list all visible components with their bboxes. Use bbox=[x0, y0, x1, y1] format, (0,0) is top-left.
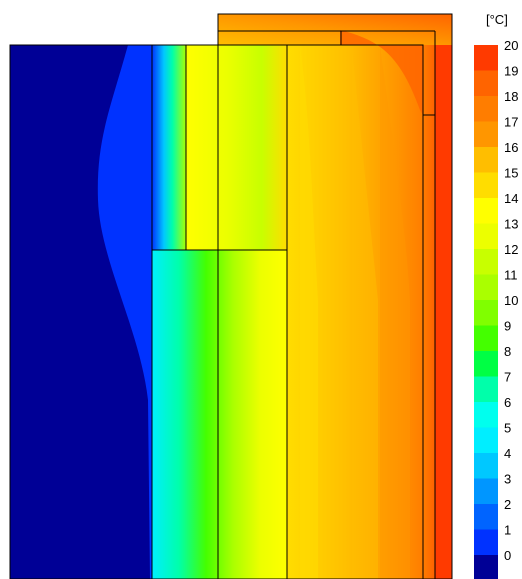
legend-swatch bbox=[474, 453, 498, 479]
temperature-field bbox=[10, 14, 452, 579]
legend-tick-label: 11 bbox=[504, 268, 518, 283]
legend-unit: [°C] bbox=[486, 12, 508, 27]
legend-tick-label: 12 bbox=[504, 242, 518, 257]
legend-swatch bbox=[474, 96, 498, 122]
legend-swatch bbox=[474, 172, 498, 199]
legend-swatch bbox=[474, 249, 498, 275]
legend-tick-label: 18 bbox=[504, 89, 518, 104]
isotherm-curve-1 bbox=[300, 45, 318, 579]
legend-tick-label: 0 bbox=[504, 548, 511, 563]
construction-outlines bbox=[9, 13, 453, 579]
legend-swatch bbox=[474, 427, 498, 454]
legend-swatch bbox=[474, 274, 498, 301]
outer-hot-strip bbox=[435, 45, 452, 579]
legend-tick-label: 17 bbox=[504, 115, 518, 130]
legend-swatch bbox=[474, 325, 498, 352]
legend-swatch bbox=[474, 198, 498, 224]
legend-tick-label: 5 bbox=[504, 421, 511, 436]
isotherm-curve-2 bbox=[352, 45, 378, 579]
legend-tick-label: 15 bbox=[504, 166, 518, 181]
legend-swatch bbox=[474, 121, 498, 148]
legend-swatch bbox=[474, 223, 498, 250]
legend-swatch bbox=[474, 529, 498, 556]
legend-tick-label: 19 bbox=[504, 64, 518, 79]
legend-swatch bbox=[474, 402, 498, 428]
isotherm-curve-3 bbox=[380, 45, 410, 579]
legend-swatch bbox=[474, 70, 498, 97]
legend-tick-label: 9 bbox=[504, 319, 511, 334]
legend-tick-label: 3 bbox=[504, 472, 511, 487]
legend-tick-label: 7 bbox=[504, 370, 511, 385]
legend-swatch bbox=[474, 351, 498, 377]
legend-tick-label: 1 bbox=[504, 523, 511, 538]
legend-tick-label: 16 bbox=[504, 140, 518, 155]
legend-tick-label: 4 bbox=[504, 446, 511, 461]
blue-isotherm-band bbox=[97, 45, 152, 579]
legend-tick-label: 13 bbox=[504, 217, 518, 232]
upper-thin-layer bbox=[152, 45, 186, 250]
legend-swatch bbox=[474, 300, 498, 326]
legend-swatch bbox=[474, 147, 498, 173]
legend-swatch bbox=[474, 45, 498, 71]
outline-main-body bbox=[9, 44, 424, 579]
legend-tick-label: 2 bbox=[504, 497, 511, 512]
legend-tick-label: 14 bbox=[504, 191, 518, 206]
top-hot-corner bbox=[340, 30, 423, 115]
legend-tick-label: 6 bbox=[504, 395, 511, 410]
legend-swatch bbox=[474, 376, 498, 403]
lower-insulation-layer bbox=[152, 250, 287, 579]
legend-tick-label: 8 bbox=[504, 344, 511, 359]
legend-swatch bbox=[474, 504, 498, 530]
outline-top-cap bbox=[217, 13, 453, 579]
top-cap bbox=[218, 14, 452, 45]
legend-tick-label: 20 bbox=[504, 38, 518, 53]
upper-insulation-block bbox=[186, 45, 287, 250]
legend-swatch bbox=[474, 555, 498, 579]
legend-swatch bbox=[474, 478, 498, 505]
legend-tick-label: 10 bbox=[504, 293, 518, 308]
